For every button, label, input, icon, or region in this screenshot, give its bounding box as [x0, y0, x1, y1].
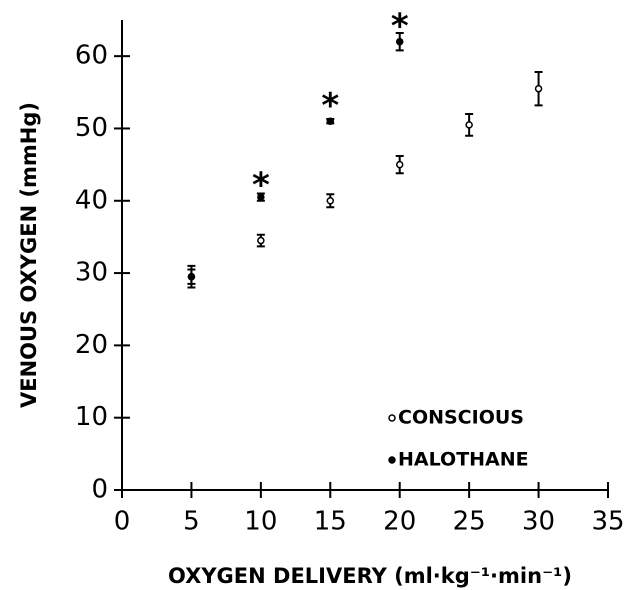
legend-marker	[388, 414, 396, 422]
x-tick-label: 0	[114, 507, 131, 537]
point	[257, 193, 265, 201]
x-tick-label: 5	[183, 507, 200, 537]
x-tick-label: 20	[383, 507, 416, 537]
point	[465, 121, 473, 129]
annotation: *	[391, 7, 409, 47]
y-tick-label: 50	[75, 113, 108, 143]
point	[326, 117, 335, 125]
point	[395, 160, 404, 169]
x-tick-label: 35	[591, 507, 624, 537]
annotation: *	[321, 86, 339, 126]
point	[257, 236, 265, 245]
y-tick-label: 10	[75, 402, 108, 432]
x-tick-label: 25	[453, 507, 486, 537]
y-tick-label: 20	[75, 330, 108, 360]
y-tick-label: 0	[91, 475, 108, 505]
x-tick-label: 15	[314, 507, 347, 537]
y-tick-label: 30	[75, 258, 108, 288]
point	[534, 84, 543, 93]
point	[395, 37, 404, 46]
point	[187, 272, 196, 281]
x-axis-label: OXYGEN DELIVERY (ml·kg⁻¹·min⁻¹)	[168, 564, 572, 588]
y-axis-label: VENOUS OXYGEN (mmHg)	[17, 102, 41, 408]
annotation: *	[252, 166, 270, 206]
y-tick-label: 40	[75, 185, 108, 215]
y-tick-label: 60	[75, 41, 108, 71]
legend-label: CONSCIOUS	[398, 407, 524, 429]
legend-label: HALOTHANE	[398, 449, 529, 471]
x-tick-label: 30	[522, 507, 555, 537]
point	[326, 197, 335, 205]
x-tick-label: 10	[244, 507, 277, 537]
legend-marker	[388, 456, 396, 464]
